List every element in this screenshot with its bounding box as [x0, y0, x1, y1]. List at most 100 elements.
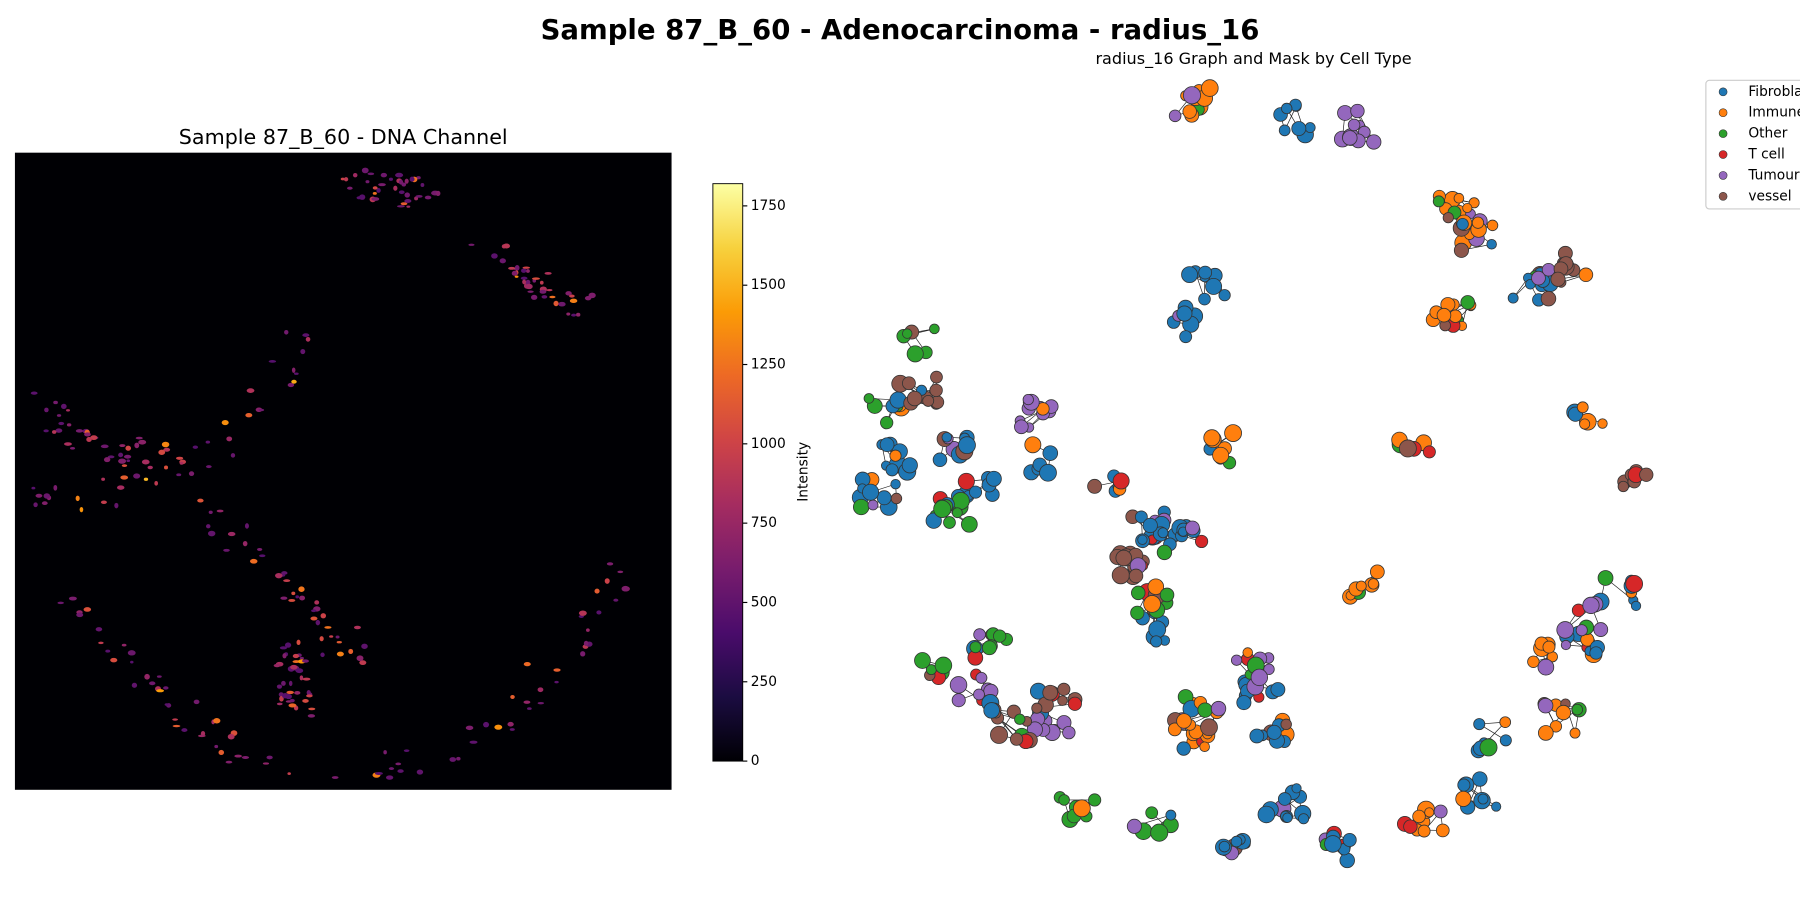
nucleus: [319, 636, 324, 642]
nucleus: [223, 548, 230, 552]
figure-title: Sample 87_B_60 - Adenocarcinoma - radius…: [541, 14, 1260, 46]
nucleus: [499, 258, 506, 264]
cell: [1639, 467, 1654, 482]
cell: [1473, 718, 1486, 731]
nucleus: [508, 266, 516, 270]
nucleus: [163, 686, 169, 690]
cell: [1342, 832, 1357, 848]
nucleus: [273, 663, 281, 668]
nucleus: [617, 570, 624, 574]
cell: [1456, 218, 1469, 231]
cell: [1181, 266, 1198, 284]
nucleus: [282, 653, 287, 659]
nucleus: [320, 613, 327, 619]
nucleus: [156, 675, 162, 678]
nucleus: [193, 699, 200, 705]
nucleus: [56, 414, 62, 417]
cell: [1527, 655, 1540, 668]
cell: [1024, 436, 1042, 454]
cell: [1491, 801, 1502, 812]
nucleus: [268, 360, 277, 363]
nucleus: [103, 457, 111, 463]
nucleus: [371, 197, 380, 201]
cell: [1128, 568, 1144, 584]
nucleus: [514, 275, 519, 278]
dna-signal: [30, 167, 630, 780]
nucleus: [230, 453, 236, 458]
nucleus: [76, 612, 84, 618]
nucleus: [154, 481, 159, 486]
nucleus: [249, 558, 258, 564]
nucleus: [135, 436, 143, 440]
cell: [1042, 445, 1059, 461]
nucleus: [397, 769, 404, 773]
nucleus: [314, 600, 320, 605]
cell: [906, 390, 923, 407]
cell: [1249, 728, 1265, 744]
cell: [1156, 544, 1173, 561]
cell: [902, 376, 916, 391]
cell: [1625, 574, 1644, 593]
nucleus: [35, 493, 43, 498]
nucleus: [53, 484, 58, 491]
nucleus: [110, 657, 118, 663]
cell: [1130, 605, 1145, 620]
cell: [1578, 267, 1594, 283]
nucleus: [335, 635, 340, 639]
colorbar: [712, 183, 744, 762]
nucleus: [347, 186, 353, 190]
nucleus: [307, 714, 316, 718]
nucleus: [138, 439, 147, 445]
nucleus: [549, 295, 556, 299]
nucleus: [280, 596, 288, 600]
nucleus: [571, 313, 577, 317]
nucleus: [292, 653, 300, 659]
nucleus: [530, 294, 538, 300]
nucleus: [295, 595, 300, 599]
cell: [1036, 402, 1050, 416]
cell: [981, 640, 997, 656]
cell: [1062, 725, 1076, 740]
cell: [957, 472, 975, 490]
nucleus: [388, 177, 393, 181]
cell: [1298, 813, 1310, 825]
nucleus: [299, 656, 304, 660]
nucleus: [121, 464, 128, 467]
cell: [1442, 212, 1454, 224]
cell: [1556, 621, 1574, 639]
cell: [1167, 722, 1182, 737]
cell: [1569, 727, 1581, 739]
scatter-title: radius_16 Graph and Mask by Cell Type: [1095, 49, 1411, 69]
cell: [925, 512, 942, 529]
cell: [1455, 790, 1472, 807]
nucleus: [141, 459, 150, 465]
nucleus: [596, 610, 602, 615]
nucleus: [284, 642, 292, 648]
nucleus: [393, 185, 398, 191]
nucleus: [385, 775, 394, 780]
nucleus: [123, 454, 132, 459]
cell: [876, 490, 892, 506]
cell: [1009, 732, 1024, 746]
cell: [1576, 401, 1589, 414]
nucleus: [262, 762, 270, 765]
cell: [1579, 418, 1591, 430]
nucleus: [101, 477, 106, 481]
cell: [1203, 429, 1221, 447]
nucleus: [449, 757, 457, 762]
cell: [929, 383, 943, 398]
colorbar-tick-label: 500: [751, 594, 777, 610]
cell: [1022, 393, 1034, 406]
cell: [1131, 585, 1146, 601]
cell: [1194, 534, 1209, 549]
nucleus: [302, 699, 309, 703]
nucleus: [372, 186, 378, 190]
cell: [1597, 418, 1608, 429]
cell: [1067, 696, 1082, 711]
cell: [958, 436, 976, 455]
nucleus: [509, 728, 515, 731]
nucleus: [296, 639, 301, 646]
nucleus: [359, 194, 365, 198]
cell: [890, 478, 901, 490]
nucleus: [404, 192, 410, 198]
